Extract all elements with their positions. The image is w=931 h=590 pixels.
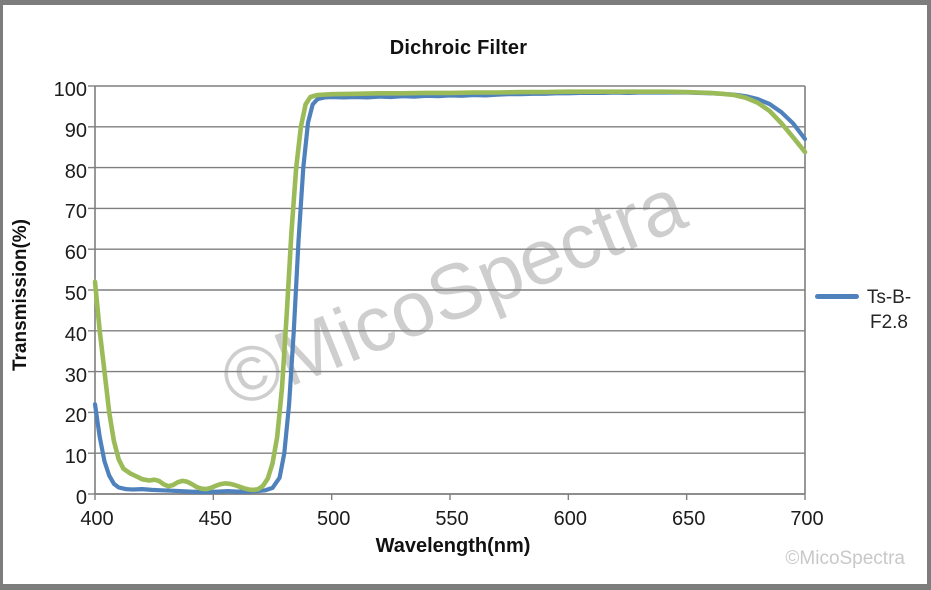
y-tick-label-90: 90 [64,119,87,142]
plot-area [88,85,808,500]
x-tick-label-400: 400 [80,508,114,530]
y-tick-label-0: 0 [75,487,87,509]
y-tick-label-50: 50 [64,283,87,305]
x-tick-label-650: 650 [671,508,706,530]
legend-label: Ts-B-F2.8 [866,287,912,333]
y-tick-label-60: 60 [64,242,87,265]
x-tick-label-700: 700 [790,508,824,530]
series-line-ts-b-f2.8 [92,90,808,495]
y-tick-label-10: 10 [64,446,87,469]
legend: Ts-B-F2.8 [815,285,916,335]
series-line-unlabeled-1 [92,89,808,493]
chart-title: Dichroic Filter [389,37,528,59]
corner-watermark: ©MicoSpectra [785,548,905,569]
legend-line-swatch [815,294,859,299]
x-tick-label-550: 550 [435,508,469,530]
y-tick-label-100: 100 [53,79,87,101]
y-tick-label-40: 40 [64,323,87,346]
y-tick-label-30: 30 [64,364,87,387]
x-tick-label-450: 450 [198,508,233,530]
y-tick-label-80: 80 [64,160,87,183]
x-tick-label-500: 500 [316,508,351,530]
y-axis-title: Transmission(%) [10,218,31,372]
y-tick-label-20: 20 [64,405,87,428]
x-axis-title: Wavelength(nm) [375,535,531,557]
x-tick-label-600: 600 [553,508,588,530]
y-tick-label-70: 70 [64,201,87,224]
